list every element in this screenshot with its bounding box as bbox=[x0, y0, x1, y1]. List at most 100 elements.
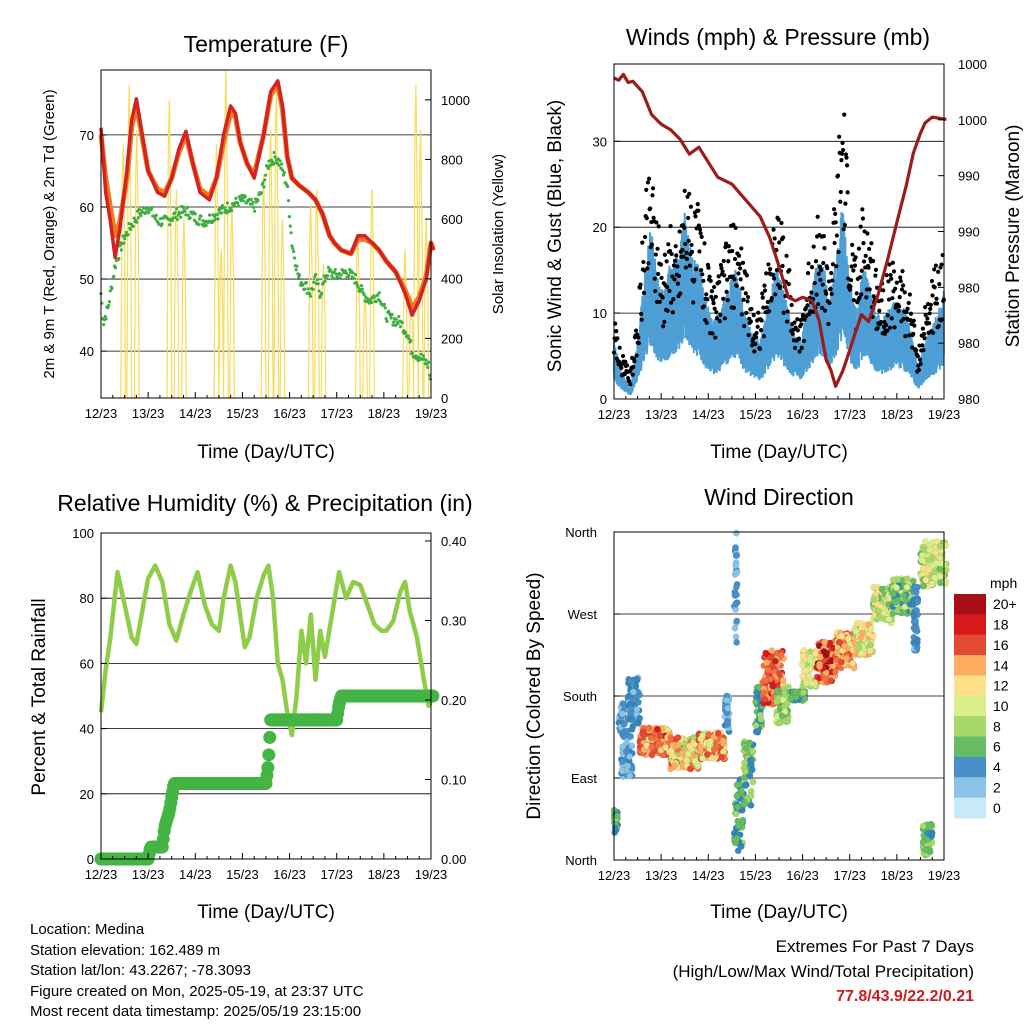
wind-direction-point bbox=[936, 543, 944, 550]
dewpoint-point bbox=[112, 274, 116, 278]
temperature-xtick-label: 14/23 bbox=[179, 406, 212, 421]
gust-point bbox=[912, 323, 917, 328]
dewpoint-point bbox=[308, 292, 312, 296]
colorbar-swatch bbox=[954, 695, 986, 717]
gust-point bbox=[684, 250, 689, 255]
gust-point bbox=[802, 317, 807, 322]
gust-point bbox=[762, 283, 767, 288]
gust-point bbox=[631, 365, 636, 370]
gust-point bbox=[662, 252, 668, 257]
gust-point bbox=[677, 229, 682, 234]
solar-insolation-peak bbox=[120, 144, 127, 399]
dewpoint-point bbox=[108, 289, 112, 293]
gust-point bbox=[851, 298, 856, 303]
gust-point bbox=[933, 263, 938, 268]
gust-point bbox=[815, 214, 820, 219]
gust-point bbox=[740, 286, 745, 291]
dewpoint-point bbox=[312, 280, 316, 284]
dewpoint-point bbox=[113, 266, 118, 270]
wind-direction-ytick-label: North bbox=[565, 853, 597, 868]
gust-point bbox=[890, 296, 895, 301]
temperature-xtick-label: 17/23 bbox=[320, 406, 353, 421]
gust-point bbox=[687, 191, 692, 196]
gust-point bbox=[644, 187, 649, 192]
humidity-ytick-right-label: 0.10 bbox=[441, 772, 466, 787]
gust-point bbox=[724, 289, 729, 294]
gust-point bbox=[892, 325, 897, 330]
dewpoint-point bbox=[239, 198, 243, 203]
dewpoint-point bbox=[252, 205, 256, 209]
solar-insolation-peak bbox=[307, 204, 314, 399]
gust-point bbox=[745, 299, 750, 304]
dewpoint-point bbox=[306, 287, 310, 291]
gust-point bbox=[816, 302, 821, 307]
gust-point bbox=[648, 206, 653, 211]
humidity-ytick-right-label: 0.40 bbox=[441, 534, 466, 549]
gust-point bbox=[829, 291, 834, 296]
gust-point bbox=[776, 217, 781, 222]
gust-point bbox=[829, 270, 834, 276]
colorbar-label: 18 bbox=[993, 617, 1009, 633]
solar-insolation-peak bbox=[181, 219, 187, 399]
wind-direction-xtick-label: 12/23 bbox=[598, 868, 631, 883]
wind-direction-point bbox=[799, 661, 807, 669]
gust-point bbox=[850, 242, 855, 247]
temperature-ytick-right-label: 400 bbox=[441, 272, 463, 287]
temperature-ylabel-right: Solar Insolation (Yellow) bbox=[490, 154, 507, 314]
wind-direction-point bbox=[808, 680, 816, 688]
gust-point bbox=[859, 292, 864, 297]
wind-direction-point bbox=[855, 644, 863, 651]
gust-point bbox=[725, 298, 730, 303]
solar-insolation-peak bbox=[402, 248, 409, 399]
dewpoint-point bbox=[344, 271, 348, 275]
gust-point bbox=[830, 262, 836, 267]
dewpoint-point bbox=[229, 206, 233, 210]
solar-insolation-peak bbox=[133, 129, 140, 399]
extremes-subtitle: (High/Low/Max Wind/Total Precipitation) bbox=[672, 962, 974, 981]
gust-point bbox=[828, 286, 833, 292]
gust-point bbox=[698, 231, 703, 236]
gust-point bbox=[683, 241, 688, 247]
gust-point bbox=[710, 331, 715, 336]
dewpoint-point bbox=[427, 373, 431, 377]
humidity-ytick-label: 40 bbox=[80, 722, 94, 737]
wind-direction-point bbox=[674, 741, 682, 749]
gust-point bbox=[670, 274, 675, 279]
dewpoint-point bbox=[185, 205, 190, 209]
wind-direction-point bbox=[719, 737, 727, 745]
gust-point bbox=[812, 280, 817, 286]
gust-point bbox=[805, 271, 811, 276]
gust-point bbox=[915, 354, 920, 359]
gust-point bbox=[867, 246, 872, 252]
wind-direction-point bbox=[778, 712, 786, 720]
wind-direction-point bbox=[639, 730, 647, 738]
dewpoint-point bbox=[397, 314, 401, 319]
dewpoint-point bbox=[385, 319, 389, 324]
wind-direction-panel: Wind Direction NorthEastSouthWestNorth12… bbox=[524, 484, 1017, 923]
wind-direction-point bbox=[926, 546, 934, 554]
gust-point bbox=[821, 260, 826, 266]
gust-point bbox=[717, 279, 722, 285]
gust-point bbox=[936, 324, 941, 329]
wind-direction-point bbox=[831, 668, 839, 676]
temperature-ytick-right-label: 1000 bbox=[441, 93, 470, 108]
wind-direction-point bbox=[913, 636, 921, 643]
gust-point bbox=[841, 227, 846, 232]
winds-ylabel: Sonic Wind & Gust (Blue, Black) bbox=[545, 100, 566, 372]
wind-direction-xlabel: Time (Day/UTC) bbox=[710, 902, 848, 923]
dewpoint-point bbox=[331, 276, 336, 281]
gust-point bbox=[900, 269, 905, 274]
dewpoint-point bbox=[186, 213, 191, 217]
precip-point bbox=[261, 761, 275, 775]
dewpoint-point bbox=[201, 219, 205, 223]
dewpoint-point bbox=[367, 301, 371, 305]
gust-point bbox=[726, 244, 731, 249]
dewpoint-point bbox=[271, 162, 275, 166]
dewpoint-point bbox=[124, 230, 129, 234]
wind-direction-point bbox=[799, 673, 807, 681]
solar-insolation-peak bbox=[362, 293, 368, 399]
wind-direction-point bbox=[746, 772, 754, 780]
gust-point bbox=[889, 276, 894, 281]
wind-direction-point bbox=[800, 647, 808, 654]
gust-point bbox=[916, 367, 922, 373]
